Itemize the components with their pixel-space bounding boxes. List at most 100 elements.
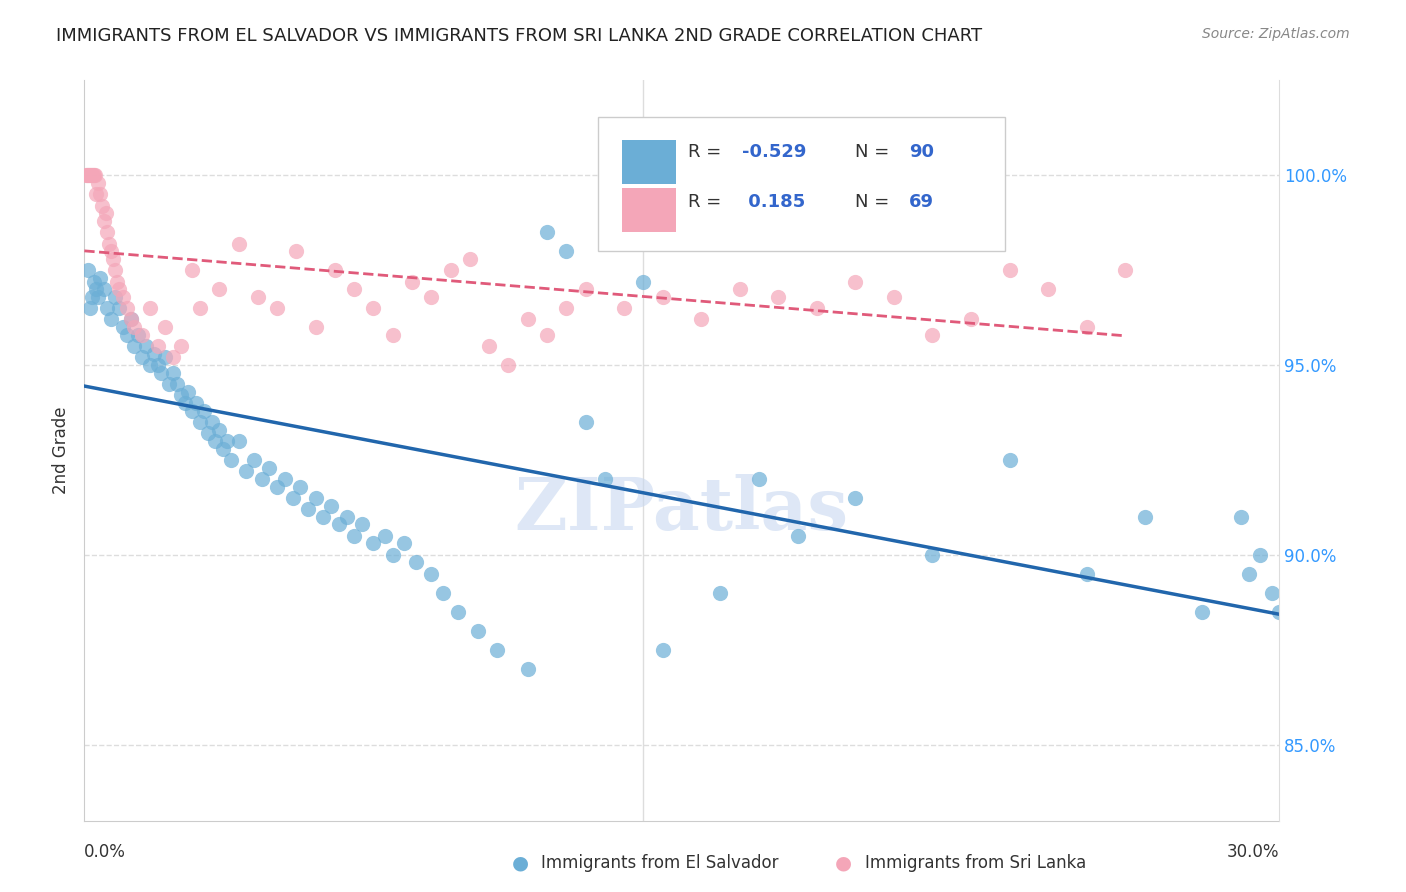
Point bbox=[405, 556, 427, 570]
Point bbox=[921, 548, 943, 562]
Point bbox=[100, 244, 122, 259]
Point bbox=[786, 529, 808, 543]
Point bbox=[458, 252, 481, 266]
Point bbox=[139, 301, 162, 315]
Point bbox=[193, 403, 215, 417]
Point bbox=[1076, 320, 1098, 334]
Text: R =: R = bbox=[688, 144, 727, 161]
Point bbox=[115, 327, 138, 342]
Point bbox=[921, 327, 943, 342]
Point bbox=[1230, 509, 1253, 524]
Point bbox=[162, 366, 184, 380]
Point bbox=[343, 529, 366, 543]
Point bbox=[312, 509, 335, 524]
Point bbox=[1249, 548, 1271, 562]
Point bbox=[208, 282, 231, 296]
Point bbox=[478, 339, 501, 353]
Text: ●: ● bbox=[512, 854, 529, 872]
Point bbox=[420, 566, 443, 581]
Point bbox=[200, 415, 222, 429]
Point bbox=[343, 282, 366, 296]
Point bbox=[94, 206, 117, 220]
Point bbox=[93, 282, 115, 296]
Point bbox=[246, 290, 269, 304]
Point bbox=[266, 301, 288, 315]
Point bbox=[467, 624, 489, 638]
Point bbox=[432, 586, 454, 600]
Point bbox=[516, 312, 538, 326]
Text: ●: ● bbox=[835, 854, 852, 872]
Point bbox=[235, 464, 257, 478]
Text: ZIPatlas: ZIPatlas bbox=[515, 475, 849, 545]
Point bbox=[651, 290, 673, 304]
Point bbox=[243, 453, 266, 467]
Point bbox=[150, 366, 173, 380]
Point bbox=[79, 301, 101, 315]
Text: Source: ZipAtlas.com: Source: ZipAtlas.com bbox=[1202, 27, 1350, 41]
Point bbox=[228, 434, 250, 448]
FancyBboxPatch shape bbox=[599, 118, 1005, 251]
Point bbox=[89, 270, 111, 285]
Point bbox=[728, 282, 751, 296]
Point bbox=[381, 548, 404, 562]
Text: 69: 69 bbox=[910, 193, 934, 211]
Text: 30.0%: 30.0% bbox=[1227, 843, 1279, 861]
Point bbox=[162, 351, 184, 365]
Point bbox=[439, 263, 461, 277]
Point bbox=[76, 168, 98, 182]
Point bbox=[80, 168, 103, 182]
Point bbox=[305, 320, 328, 334]
Y-axis label: 2nd Grade: 2nd Grade bbox=[52, 407, 70, 494]
Text: N =: N = bbox=[855, 144, 896, 161]
Point bbox=[181, 263, 204, 277]
Point bbox=[77, 168, 100, 182]
Point bbox=[281, 491, 304, 505]
Text: -0.529: -0.529 bbox=[742, 144, 806, 161]
Point bbox=[555, 301, 578, 315]
Point bbox=[219, 453, 242, 467]
Point bbox=[536, 327, 558, 342]
Point bbox=[574, 415, 596, 429]
Point bbox=[108, 282, 131, 296]
Point bbox=[96, 225, 118, 239]
Point bbox=[394, 536, 416, 550]
Point bbox=[266, 479, 288, 493]
Bar bbox=[623, 139, 676, 184]
Point bbox=[124, 320, 146, 334]
Text: 0.0%: 0.0% bbox=[84, 843, 127, 861]
Point bbox=[328, 517, 350, 532]
Point bbox=[709, 586, 731, 600]
Point bbox=[516, 662, 538, 676]
Point bbox=[115, 301, 138, 315]
Text: Immigrants from Sri Lanka: Immigrants from Sri Lanka bbox=[865, 855, 1085, 872]
Text: N =: N = bbox=[855, 193, 896, 211]
Point bbox=[1191, 605, 1213, 619]
Point bbox=[1114, 263, 1136, 277]
Point bbox=[593, 472, 616, 486]
Point bbox=[259, 460, 281, 475]
Text: Immigrants from El Salvador: Immigrants from El Salvador bbox=[541, 855, 779, 872]
Text: 0.185: 0.185 bbox=[742, 193, 804, 211]
Point bbox=[104, 263, 127, 277]
Point bbox=[155, 351, 177, 365]
Point bbox=[768, 290, 790, 304]
Point bbox=[290, 479, 312, 493]
Point bbox=[363, 301, 385, 315]
Point bbox=[381, 327, 404, 342]
Point bbox=[960, 312, 983, 326]
Point bbox=[188, 301, 211, 315]
Point bbox=[633, 275, 655, 289]
Point bbox=[447, 605, 470, 619]
Point bbox=[998, 453, 1021, 467]
Point bbox=[350, 517, 373, 532]
Point bbox=[155, 320, 177, 334]
Point bbox=[844, 275, 866, 289]
Point bbox=[131, 351, 153, 365]
Point bbox=[75, 168, 97, 182]
Point bbox=[170, 339, 193, 353]
Point bbox=[485, 642, 508, 657]
Point bbox=[181, 403, 204, 417]
Point bbox=[157, 377, 180, 392]
Point bbox=[84, 282, 107, 296]
Point bbox=[111, 290, 134, 304]
